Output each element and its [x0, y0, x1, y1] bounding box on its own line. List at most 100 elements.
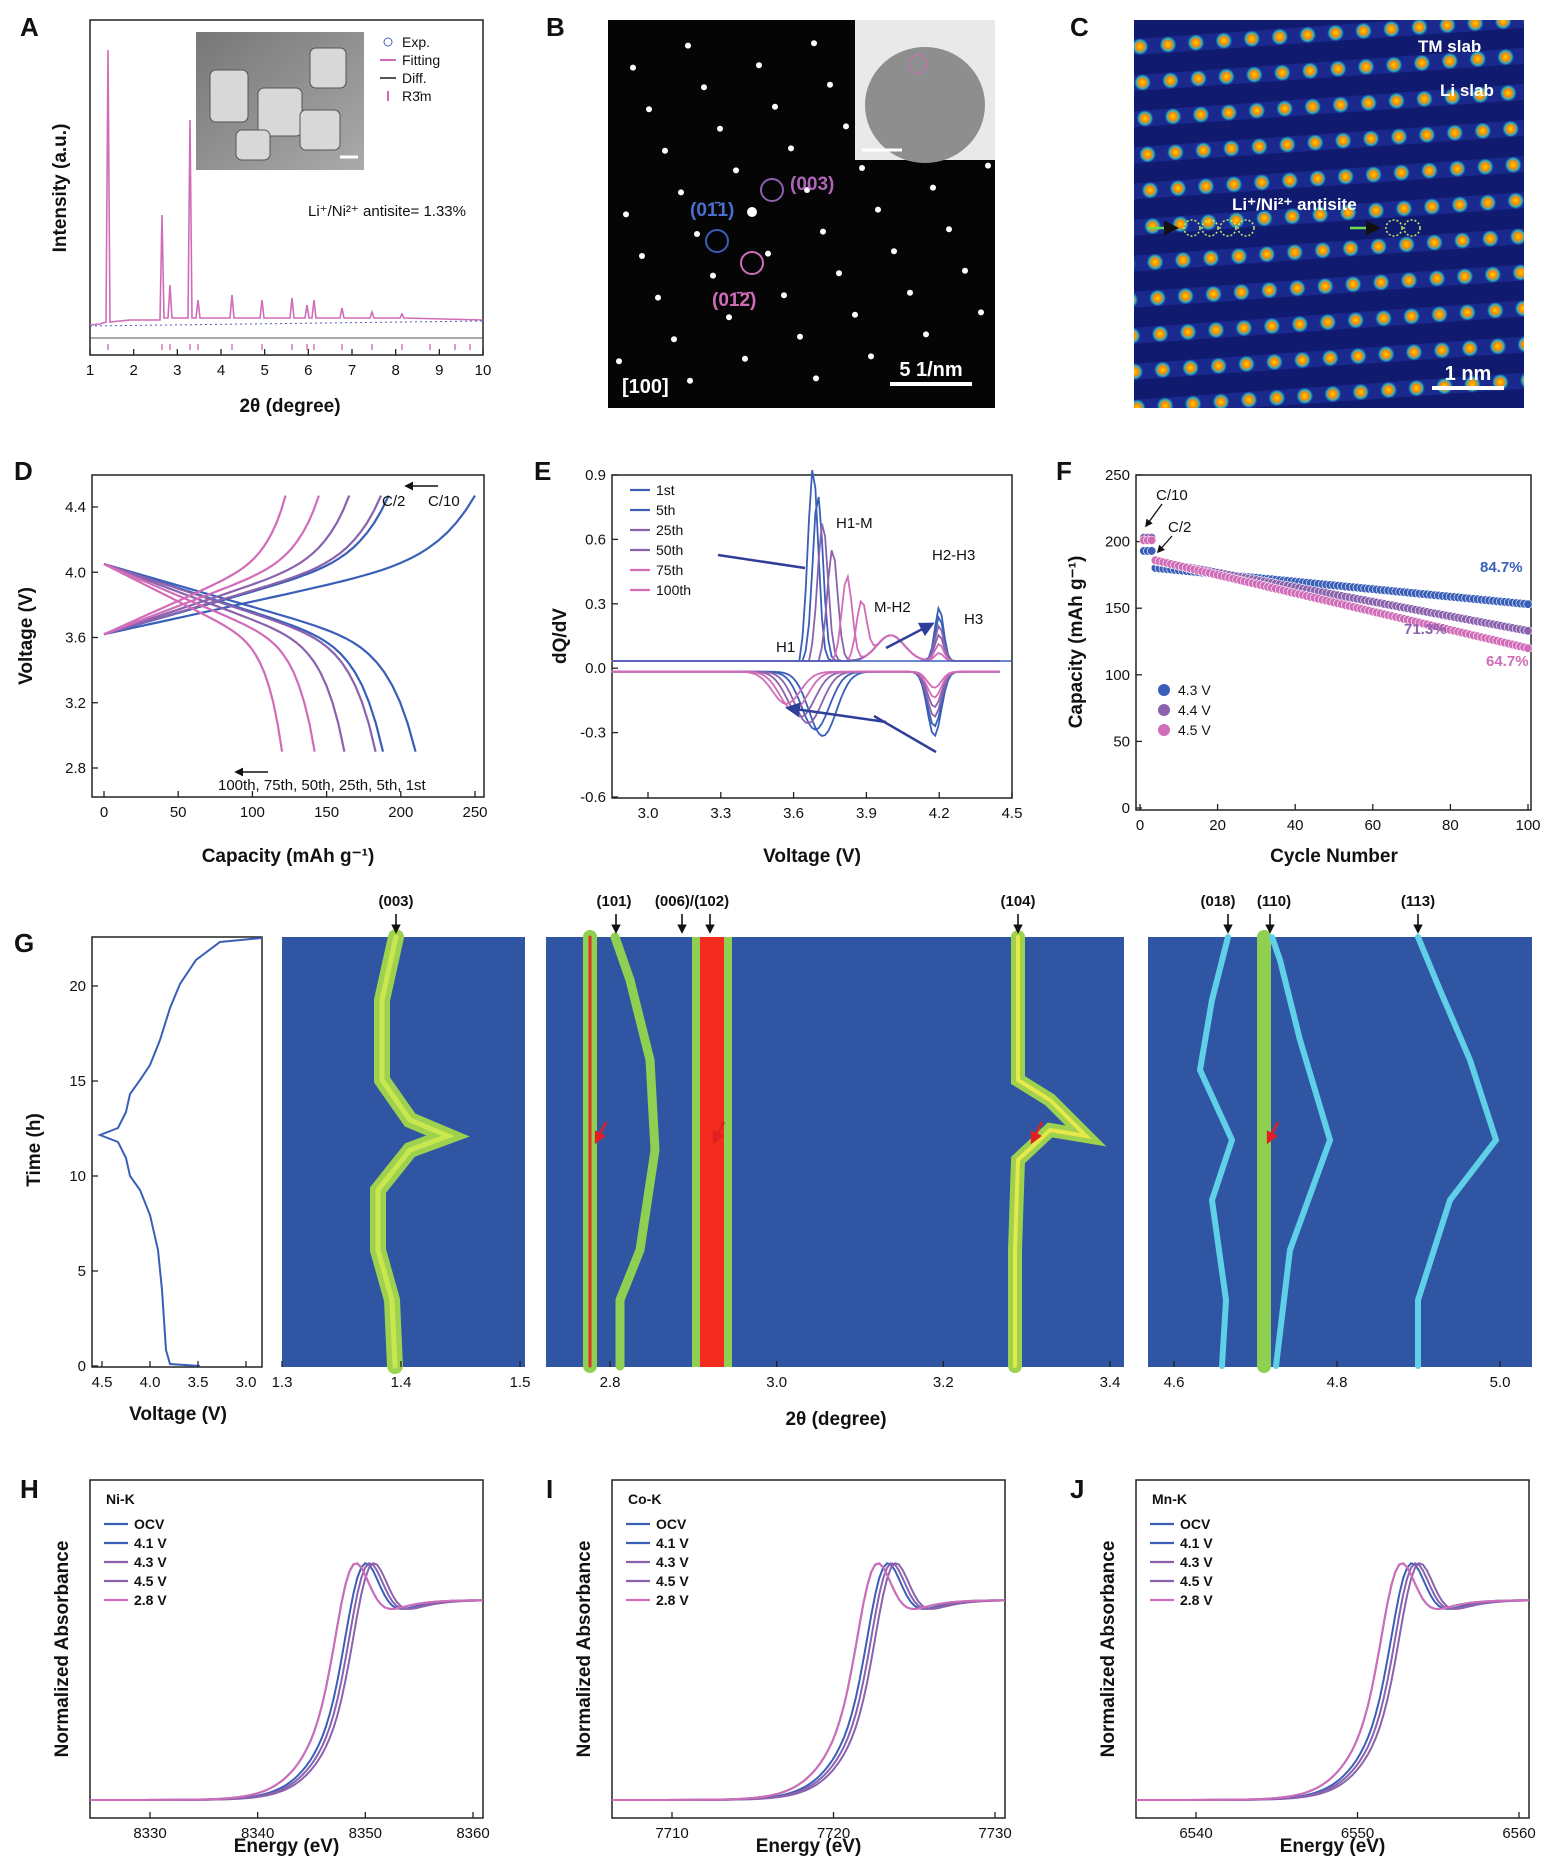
panel-g-voltage-tick-label: 3.0 — [236, 1374, 257, 1391]
dqdv-discharge-100th — [611, 670, 1000, 705]
xanes-tick-label: 8340 — [241, 1825, 274, 1842]
xanes-legend-label: 4.1 V — [656, 1535, 689, 1551]
panel-f-x-tick-label: 100 — [1515, 817, 1540, 834]
panel-f-legend: 4.3 V 4.4 V 4.5 V — [1158, 682, 1211, 738]
phase-label-mh2: M-H2 — [874, 599, 911, 616]
panel-f-x-tick-label: 0 — [1136, 817, 1144, 834]
saed-spot — [978, 309, 984, 316]
saed-spots — [616, 40, 991, 384]
saed-spot — [843, 123, 849, 130]
panel-f-x-tick-label: 80 — [1442, 817, 1459, 834]
panel-letter-b: B — [546, 12, 565, 42]
saed-spot — [811, 40, 817, 47]
xanes-tick-label: 7720 — [817, 1825, 850, 1842]
hrtem-scale-label: 1 nm — [1445, 363, 1492, 385]
saed-spot — [781, 292, 787, 299]
xanes-ylabel: Normalized Absorbance — [574, 1541, 595, 1758]
panel-d-y-tick-label: 3.6 — [65, 630, 86, 647]
peak-label: (110) — [1257, 893, 1291, 910]
panel-e-y-tick-label: 0.0 — [585, 660, 606, 677]
cycle-point-4.5 V — [1523, 643, 1533, 653]
panel-g-time-tick-label: 20 — [69, 978, 86, 995]
saed-spot — [616, 358, 622, 365]
panel-letter-d: D — [14, 456, 33, 486]
map3-tick-label: 4.8 — [1327, 1374, 1348, 1391]
cycling-legend-swatch — [1158, 724, 1170, 736]
saed-spot — [827, 81, 833, 88]
panel-a-x-tick-label: 9 — [435, 362, 443, 379]
panel-f-y-tick-label: 200 — [1105, 534, 1130, 551]
panel-f-points — [1139, 532, 1533, 653]
saed-spot — [868, 353, 874, 360]
panel-f-xlabel: Cycle Number — [1270, 846, 1398, 867]
saed-spot — [662, 147, 668, 154]
panel-c-hrtem: TM slab Li slab Li⁺/Ni²⁺ antisite 1 nm — [1134, 20, 1524, 408]
xanes-legend-label: 4.3 V — [134, 1554, 167, 1570]
xanes-tick-label: 8330 — [133, 1825, 166, 1842]
xanes-tick-label: 8360 — [456, 1825, 489, 1842]
saed-spot — [852, 311, 858, 318]
saed-zone-axis: [100] — [622, 376, 669, 398]
map2-tick-label: 3.2 — [933, 1374, 954, 1391]
saed-scale-label: 5 1/nm — [899, 359, 962, 381]
xanes-legend-label: 4.5 V — [656, 1573, 689, 1589]
cycle-order-label: 100th, 75th, 50th, 25th, 5th, 1st — [218, 777, 426, 794]
saed-spot — [630, 64, 636, 71]
charge-curve-75th — [103, 495, 320, 636]
xanes-legend-label: 4.1 V — [134, 1535, 167, 1551]
panel-g-ylabel: Time (h) — [24, 1113, 45, 1187]
map2-tick-label: 3.0 — [766, 1374, 787, 1391]
panel-e-ylabel: dQ/dV — [550, 608, 571, 664]
peak-label: (104) — [1000, 893, 1035, 910]
xanes-xlabel: Energy (eV) — [756, 1836, 862, 1857]
panel-e-y-tick-label: -0.6 — [580, 789, 606, 806]
panel-d-y-tick-label: 4.4 — [65, 499, 86, 516]
dqdv-legend-label: 1st — [656, 482, 675, 498]
saed-spot — [907, 289, 913, 296]
charge-curve-1st — [103, 495, 476, 636]
xanes-legend-label: 4.3 V — [1180, 1554, 1213, 1570]
saed-spot — [655, 294, 661, 301]
panel-g-insitu-xrd: 4.5 4.0 3.5 3.0 20 15 10 5 0 Voltage (V) Time (h… — [24, 893, 1532, 1430]
xanes-legend-label: 2.8 V — [134, 1592, 167, 1608]
saed-spot — [685, 42, 691, 49]
cycling-legend-label: 4.3 V — [1178, 682, 1211, 698]
cycling-legend-label: 4.5 V — [1178, 722, 1211, 738]
panel-g-time-tick-label: 5 — [78, 1263, 86, 1280]
saed-label-011: (01̄1) — [690, 200, 734, 221]
saed-label-003: (003) — [790, 174, 834, 195]
xanes-xlabel: Energy (eV) — [1280, 1836, 1386, 1857]
xrd-r3m-ticks — [107, 344, 471, 350]
map2-tick-label: 3.4 — [1100, 1374, 1121, 1391]
saed-spot — [962, 267, 968, 274]
panel-g-voltage-xlabel: Voltage (V) — [129, 1404, 227, 1425]
panel-e-ticks: 3.0 3.3 3.6 3.9 4.2 4.5 0.9 0.6 0.3 0.0 -0.3 -0.6 — [580, 467, 1022, 822]
map3-tick-label: 5.0 — [1490, 1374, 1511, 1391]
discharge-curve-50th — [103, 563, 346, 752]
charge-curve-100th — [103, 495, 287, 636]
cycle-point-4.3 V — [1523, 599, 1533, 609]
panel-e-x-tick-label: 4.2 — [929, 805, 950, 822]
peak-label: (113) — [1401, 893, 1435, 910]
saed-spot — [772, 103, 778, 110]
map-traces — [370, 929, 1500, 1374]
panel-f-y-tick-label: 150 — [1105, 600, 1130, 617]
peak-label: (006)/(102) — [655, 893, 729, 910]
panel-a-x-tick-label: 7 — [348, 362, 356, 379]
saed-spot — [639, 253, 645, 259]
xanes-ylabel: Normalized Absorbance — [52, 1541, 73, 1758]
panel-letter-f: F — [1056, 456, 1072, 486]
xanes-tick-label: 7730 — [978, 1825, 1011, 1842]
sem-particles — [209, 47, 347, 161]
xanes-ylabel: Normalized Absorbance — [1098, 1541, 1119, 1758]
xanes-legend-label: 4.3 V — [656, 1554, 689, 1570]
panel-f-ticks: 0 20 40 60 80 100 250 200 150 100 50 0 — [1105, 467, 1541, 834]
retention-4-5v: 64.7% — [1486, 653, 1529, 670]
dqdv-legend-label: 75th — [656, 562, 683, 578]
panel-a-x-tick-label: 1 — [86, 362, 94, 379]
panel-e-y-tick-label: -0.3 — [580, 725, 606, 742]
panel-a-xticks: 1 2 3 4 5 6 7 8 9 10 — [86, 349, 491, 379]
panel-e-xlabel: Voltage (V) — [763, 846, 861, 867]
saed-spot — [710, 272, 716, 279]
panel-g-voltage-ticks: 4.5 4.0 3.5 3.0 20 15 10 5 0 — [69, 978, 256, 1391]
